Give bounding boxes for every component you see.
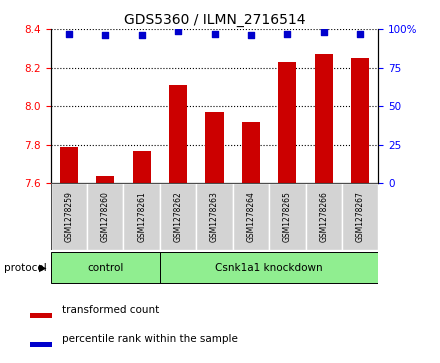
Point bbox=[320, 29, 327, 35]
Bar bbox=[242, 122, 260, 183]
Bar bbox=[96, 176, 114, 183]
Bar bbox=[51, 183, 87, 250]
Bar bbox=[351, 58, 369, 183]
Text: control: control bbox=[87, 263, 124, 273]
Bar bbox=[60, 147, 78, 183]
Point bbox=[357, 31, 364, 37]
Text: percentile rank within the sample: percentile rank within the sample bbox=[62, 334, 238, 344]
Bar bbox=[51, 252, 160, 283]
Bar bbox=[124, 183, 160, 250]
Point bbox=[102, 32, 109, 38]
Bar bbox=[87, 183, 124, 250]
Text: GSM1278264: GSM1278264 bbox=[246, 191, 256, 242]
Bar bbox=[160, 252, 378, 283]
Bar bbox=[315, 54, 333, 183]
Text: GSM1278265: GSM1278265 bbox=[283, 191, 292, 242]
Text: protocol: protocol bbox=[4, 263, 47, 273]
Text: ▶: ▶ bbox=[39, 263, 46, 273]
Bar bbox=[233, 183, 269, 250]
Text: transformed count: transformed count bbox=[62, 305, 159, 315]
Bar bbox=[169, 85, 187, 183]
Text: GSM1278261: GSM1278261 bbox=[137, 192, 146, 242]
Bar bbox=[196, 183, 233, 250]
Bar bbox=[205, 112, 224, 183]
Bar bbox=[278, 62, 297, 183]
Bar bbox=[132, 151, 151, 183]
Text: GSM1278267: GSM1278267 bbox=[356, 191, 365, 242]
Point bbox=[284, 31, 291, 37]
Title: GDS5360 / ILMN_2716514: GDS5360 / ILMN_2716514 bbox=[124, 13, 305, 26]
Bar bbox=[305, 183, 342, 250]
Bar bbox=[30, 342, 52, 347]
Point bbox=[211, 31, 218, 37]
Text: Csnk1a1 knockdown: Csnk1a1 knockdown bbox=[215, 263, 323, 273]
Text: GSM1278266: GSM1278266 bbox=[319, 191, 328, 242]
Text: GSM1278262: GSM1278262 bbox=[173, 192, 183, 242]
Point bbox=[247, 32, 254, 38]
Text: GSM1278263: GSM1278263 bbox=[210, 191, 219, 242]
Bar bbox=[342, 183, 378, 250]
Point bbox=[138, 32, 145, 38]
Bar bbox=[269, 183, 305, 250]
Point bbox=[175, 28, 182, 33]
Bar bbox=[30, 313, 52, 318]
Point bbox=[65, 31, 72, 37]
Text: GSM1278259: GSM1278259 bbox=[64, 191, 73, 242]
Text: GSM1278260: GSM1278260 bbox=[101, 191, 110, 242]
Bar bbox=[160, 183, 196, 250]
